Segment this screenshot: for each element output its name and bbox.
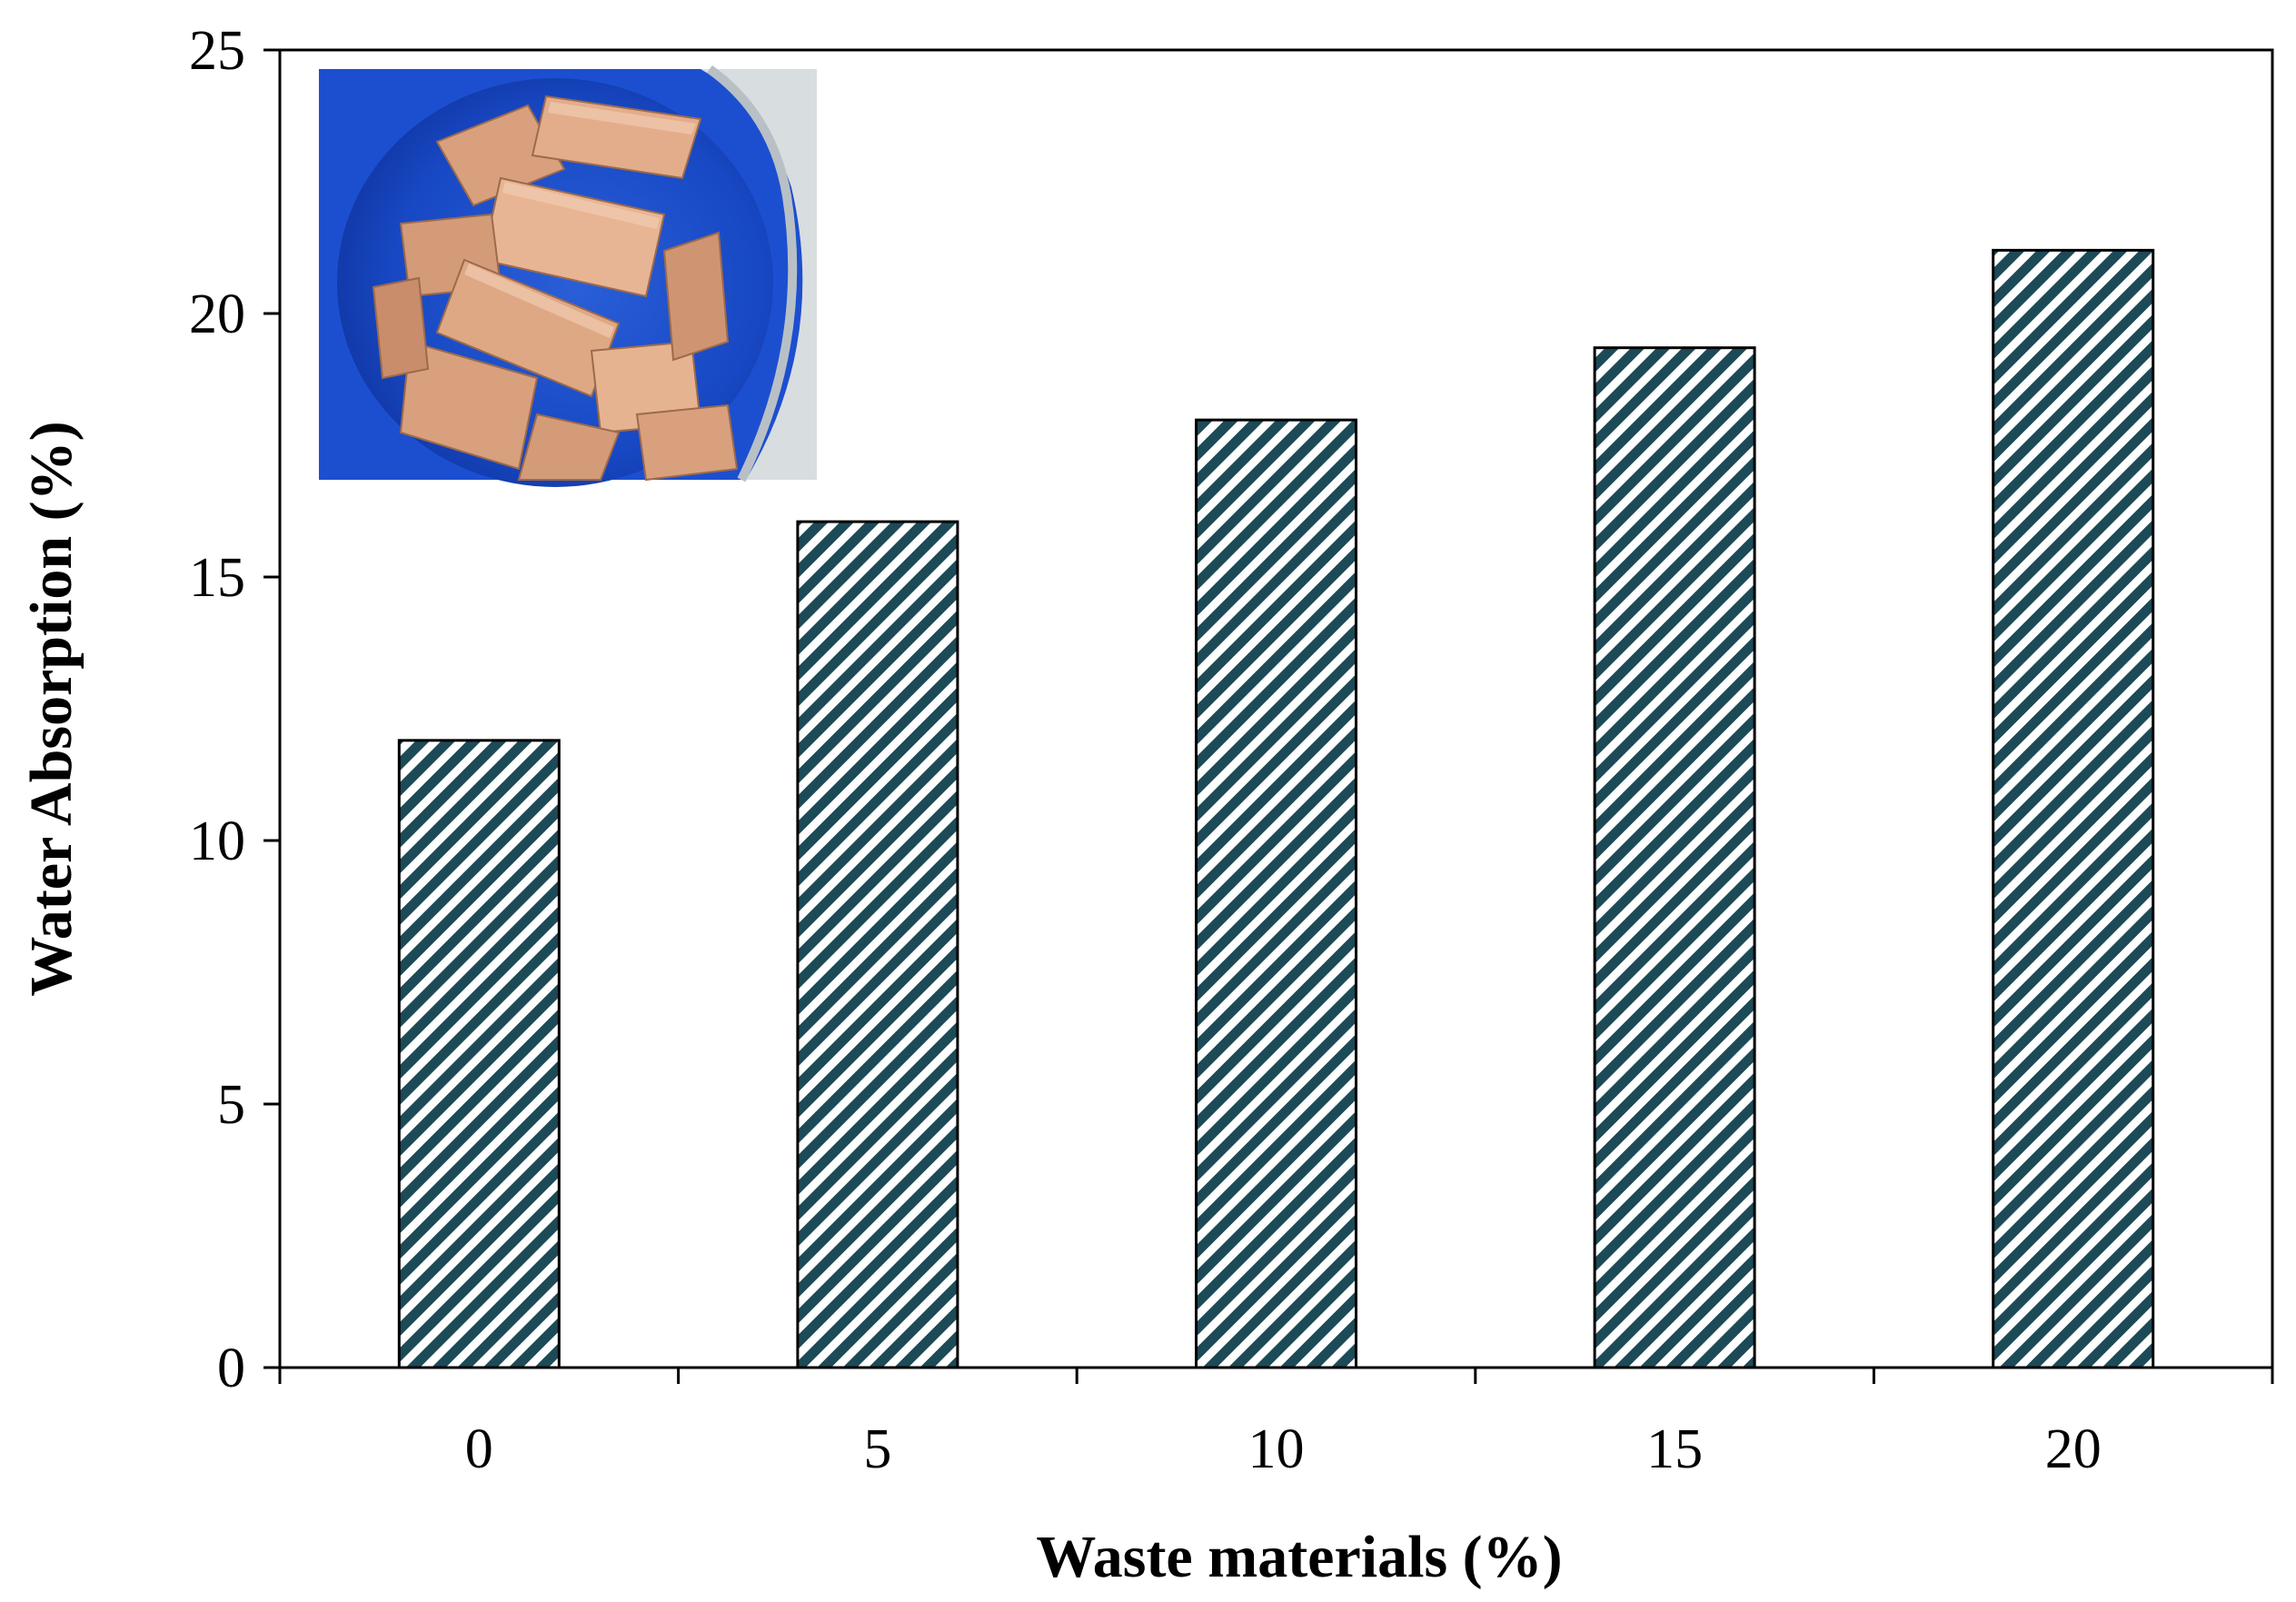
bar-10 xyxy=(1195,418,1357,1369)
y-tick-label-20: 20 xyxy=(189,284,245,345)
bar-15 xyxy=(1593,346,1756,1369)
inset-photo xyxy=(319,65,817,487)
x-tick-label-20: 20 xyxy=(2045,1418,2102,1480)
y-axis: 0 5 10 15 20 25 xyxy=(189,20,280,1399)
x-tick-label-0: 0 xyxy=(465,1418,493,1480)
x-axis: 0 5 10 15 20 xyxy=(278,1368,2274,1480)
x-axis-title: Waste materials (%) xyxy=(1036,1524,1562,1590)
y-tick-label-10: 10 xyxy=(189,811,245,872)
bars-group xyxy=(397,248,2155,1369)
y-tick-label-5: 5 xyxy=(217,1074,245,1136)
y-tick-label-0: 0 xyxy=(217,1338,245,1399)
bar-20 xyxy=(1992,248,2155,1369)
x-tick-label-5: 5 xyxy=(863,1418,891,1480)
bar-0 xyxy=(397,739,561,1369)
y-tick-label-25: 25 xyxy=(189,20,245,82)
y-tick-label-15: 15 xyxy=(189,547,245,609)
x-tick-label-15: 15 xyxy=(1646,1418,1703,1480)
bar-5 xyxy=(796,520,959,1369)
x-tick-label-10: 10 xyxy=(1248,1418,1305,1480)
y-axis-title: Water Absorption (%) xyxy=(18,421,84,996)
